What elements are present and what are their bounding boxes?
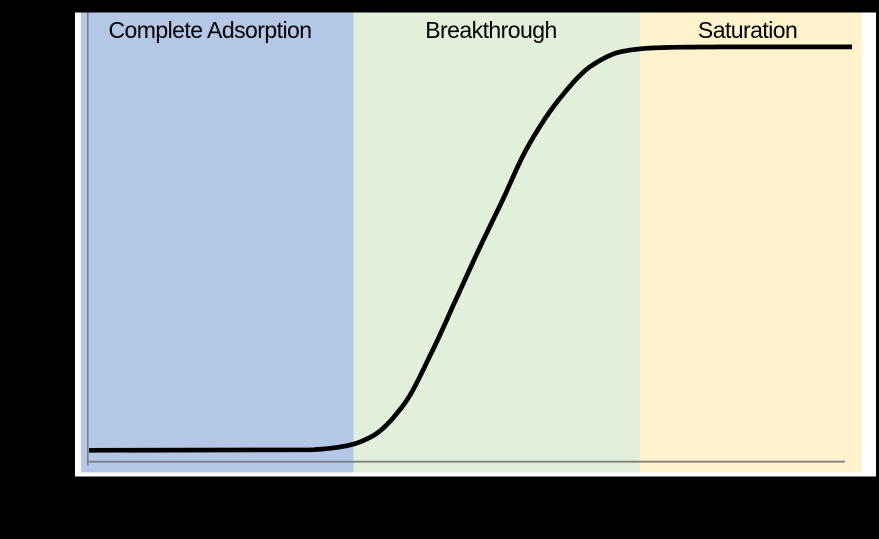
svg-text:Breakthrough: Breakthrough [425,17,557,43]
svg-text:Complete Adsorption: Complete Adsorption [108,17,311,43]
svg-text:Saturation: Saturation [698,17,797,43]
